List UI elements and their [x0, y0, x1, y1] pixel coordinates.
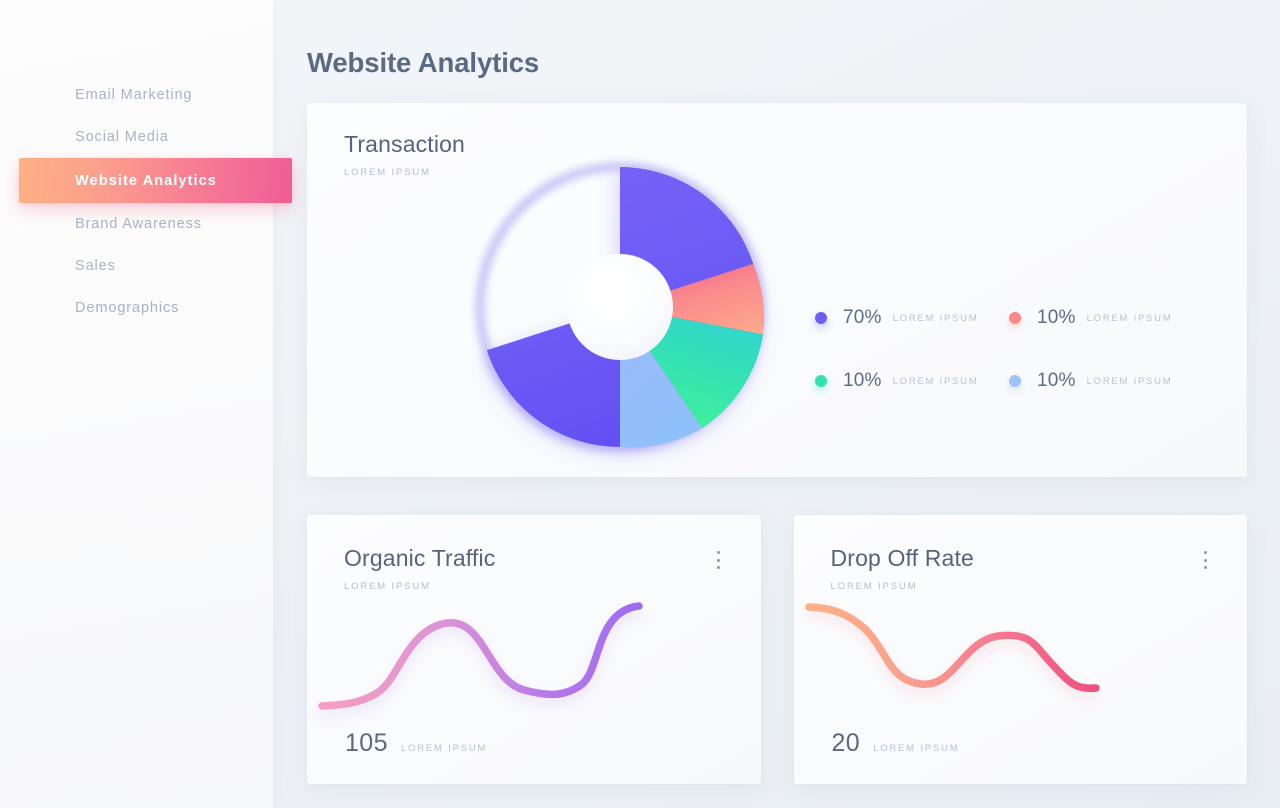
organic-traffic-footer: 105 LOREM IPSUM [345, 729, 487, 758]
sidebar-item-website-analytics[interactable]: Website Analytics [19, 158, 292, 203]
transaction-donut-chart [472, 159, 768, 455]
legend-item: 10% LOREM IPSUM [1009, 307, 1203, 328]
sidebar-item-email-marketing[interactable]: Email Marketing [0, 74, 273, 116]
legend-item: 70% LOREM IPSUM [815, 307, 1009, 328]
sidebar-item-label: Brand Awareness [75, 216, 202, 232]
drop-off-rate-card: Drop Off Rate LOREM IPSUM [793, 515, 1248, 784]
legend-label: LOREM IPSUM [892, 312, 979, 324]
main-content: Website Analytics Transaction LOREM IPSU… [273, 0, 1280, 808]
transaction-card-title: Transaction [344, 131, 465, 157]
drop-off-rate-footer: 20 LOREM IPSUM [832, 729, 960, 758]
legend-color-dot-icon [815, 375, 827, 387]
drop-off-rate-title: Drop Off Rate [830, 545, 974, 571]
sidebar-item-label: Email Marketing [75, 87, 193, 103]
organic-traffic-card: Organic Traffic LOREM IPSUM [307, 515, 761, 784]
legend-value: 10% [843, 370, 882, 391]
legend-color-dot-icon [1009, 312, 1021, 324]
legend-color-dot-icon [815, 312, 827, 324]
legend-label: LOREM IPSUM [892, 375, 979, 387]
organic-traffic-sparkline [318, 593, 761, 733]
transaction-legend: 70% LOREM IPSUM 10% LOREM IPSUM 10% LORE… [815, 307, 1215, 391]
kebab-dot [717, 558, 720, 562]
organic-traffic-value: 105 [345, 729, 388, 757]
organic-traffic-value-label: LOREM IPSUM [400, 743, 488, 754]
sidebar-nav: Email Marketing Social Media Website Ana… [0, 74, 292, 329]
sidebar-item-brand-awareness[interactable]: Brand Awareness [0, 203, 273, 245]
organic-traffic-subtitle: LOREM IPSUM [344, 581, 431, 592]
bottom-card-row: Organic Traffic LOREM IPSUM [307, 515, 1247, 784]
legend-label: LOREM IPSUM [1086, 375, 1173, 387]
kebab-dot [717, 551, 720, 554]
kebab-dot [717, 566, 720, 569]
drop-off-rate-sparkline [804, 593, 1248, 733]
legend-value: 10% [1037, 307, 1076, 328]
transaction-card-subtitle: LOREM IPSUM [344, 167, 431, 178]
drop-off-rate-value-label: LOREM IPSUM [873, 743, 960, 754]
drop-off-rate-subtitle: LOREM IPSUM [830, 581, 918, 592]
sidebar: Email Marketing Social Media Website Ana… [0, 0, 292, 808]
kebab-menu-icon[interactable] [1196, 549, 1214, 571]
sidebar-item-sales[interactable]: Sales [0, 245, 273, 287]
legend-label: LOREM IPSUM [1086, 312, 1173, 324]
legend-value: 10% [1037, 370, 1076, 391]
sidebar-item-social-media[interactable]: Social Media [0, 116, 273, 158]
transaction-card: Transaction LOREM IPSUM [307, 103, 1247, 477]
legend-value: 70% [843, 307, 882, 328]
kebab-dot [1203, 558, 1207, 562]
kebab-menu-icon[interactable] [710, 549, 728, 571]
sidebar-item-label: Social Media [75, 129, 169, 145]
organic-traffic-title: Organic Traffic [344, 545, 496, 571]
kebab-dot [1203, 566, 1207, 569]
sidebar-item-label: Website Analytics [75, 172, 217, 189]
drop-off-rate-value: 20 [831, 729, 861, 757]
sidebar-item-demographics[interactable]: Demographics [0, 287, 273, 329]
legend-color-dot-icon [1009, 375, 1021, 387]
sidebar-item-label: Sales [75, 258, 116, 274]
legend-item: 10% LOREM IPSUM [815, 370, 1009, 391]
legend-item: 10% LOREM IPSUM [1009, 370, 1203, 391]
page-title: Website Analytics [307, 47, 540, 78]
kebab-dot [1203, 551, 1207, 554]
sidebar-item-label: Demographics [75, 300, 180, 316]
